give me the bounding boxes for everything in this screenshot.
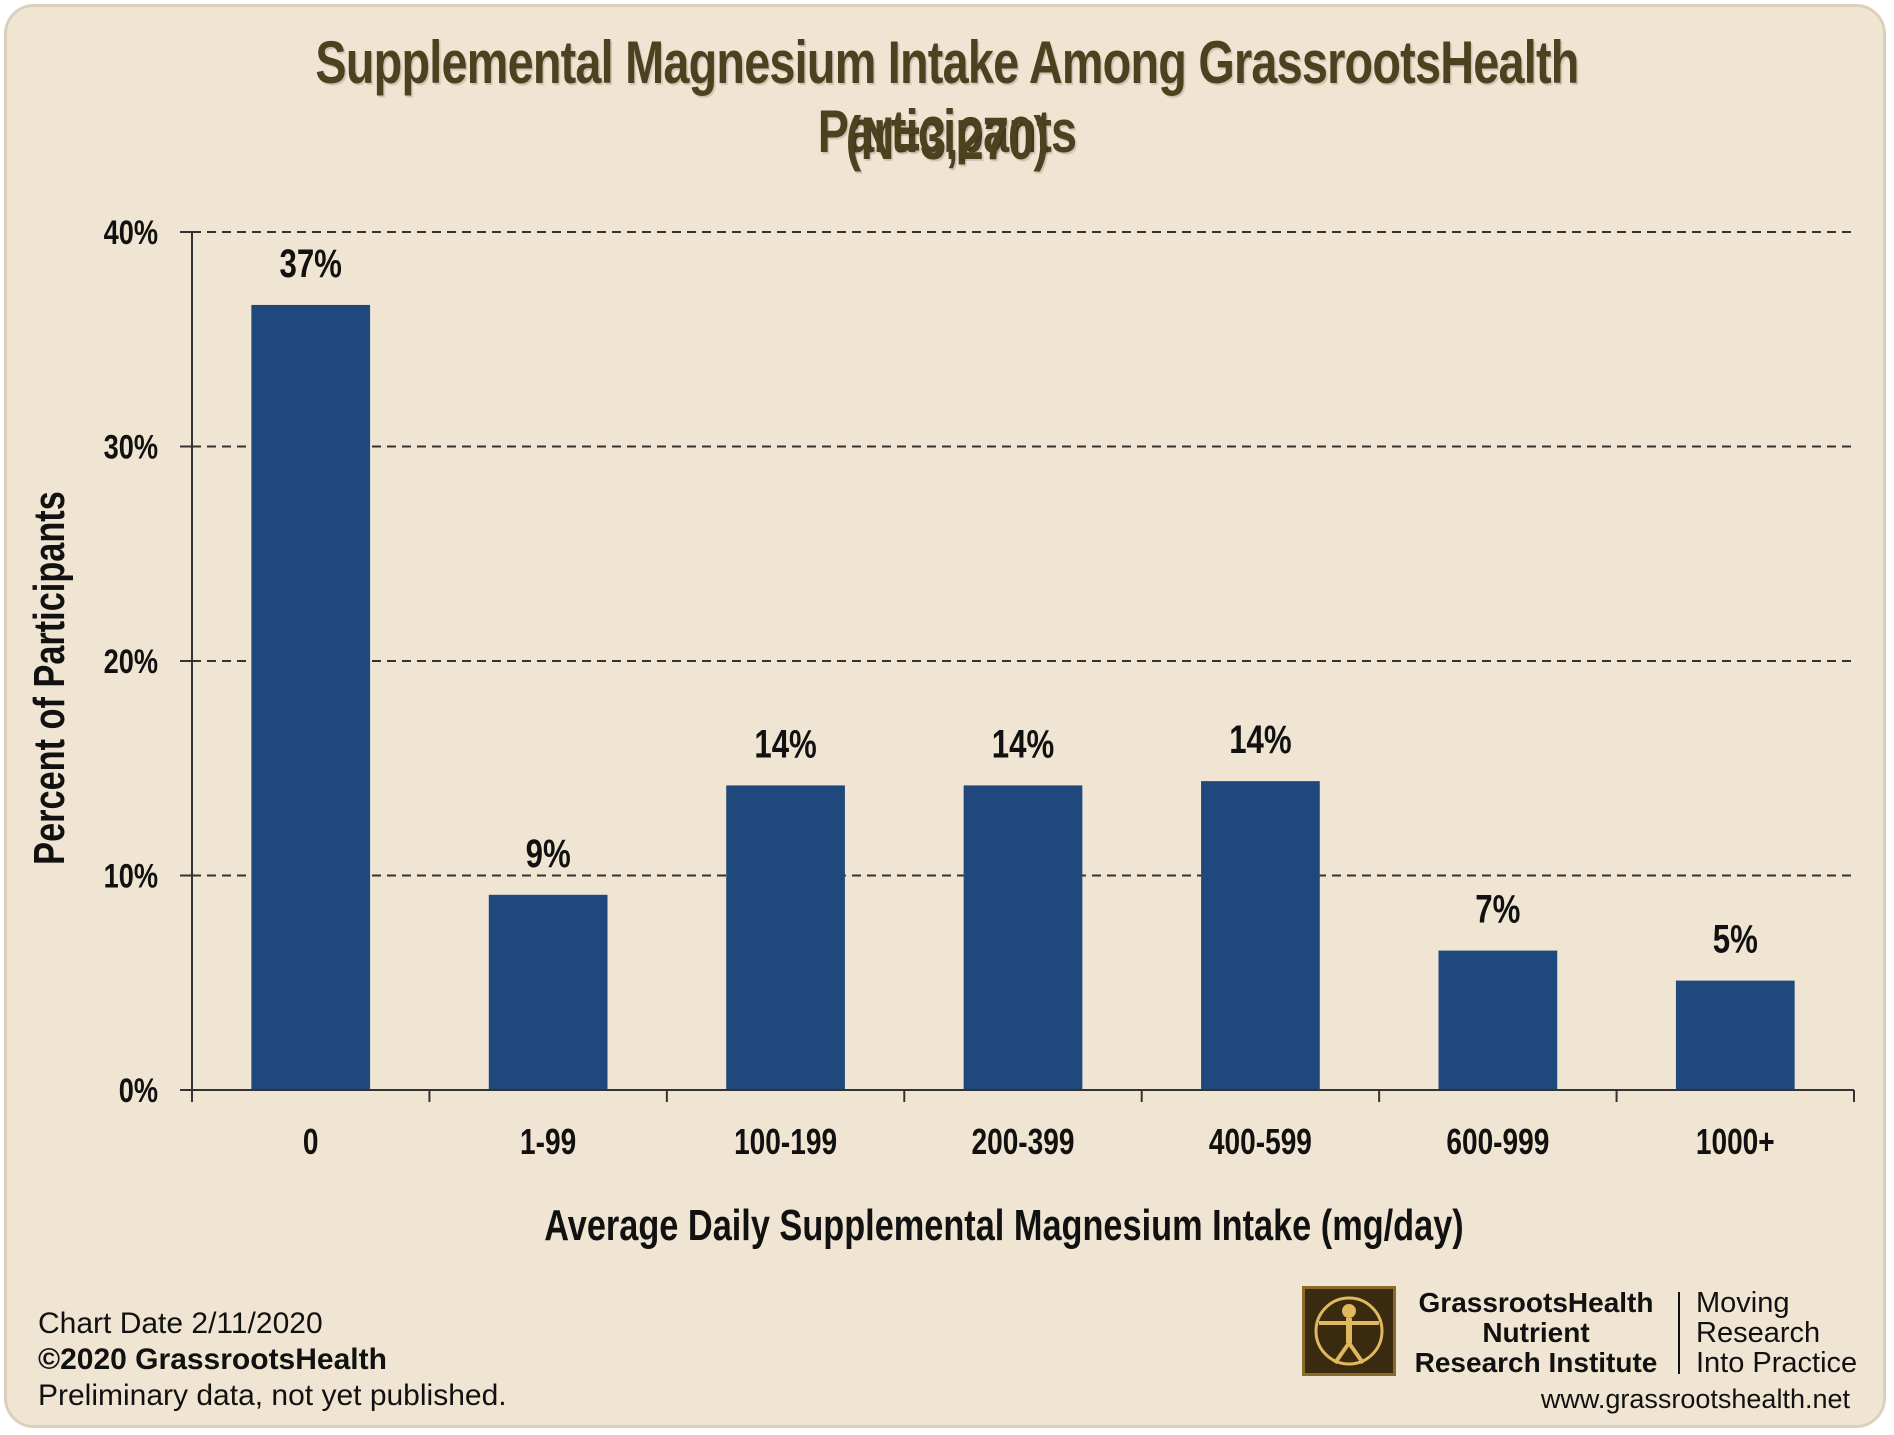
chart-title: Supplemental Magnesium Intake Among Gras… bbox=[315, 29, 1579, 165]
footer-notes: Chart Date 2/11/2020 ©2020 GrassrootsHea… bbox=[38, 1306, 507, 1414]
bar bbox=[726, 785, 845, 1090]
bar bbox=[1438, 950, 1558, 1090]
chart-subtitle: (N=3,270) bbox=[845, 105, 1049, 172]
y-tick-label: 0% bbox=[119, 1071, 158, 1110]
preliminary-note: Preliminary data, not yet published. bbox=[38, 1379, 507, 1412]
x-tick-label: 0 bbox=[303, 1122, 319, 1162]
bar bbox=[488, 894, 608, 1090]
data-label: 7% bbox=[1475, 887, 1520, 932]
tagline-line-3: Into Practice bbox=[1696, 1347, 1858, 1379]
copyright: ©2020 GrassrootsHealth bbox=[38, 1343, 387, 1376]
org-line-3: Research Institute bbox=[1414, 1347, 1658, 1378]
x-axis-title: Average Daily Supplemental Magnesium Int… bbox=[544, 1201, 1463, 1250]
bar bbox=[1675, 980, 1795, 1090]
y-axis-title: Percent of Participants bbox=[25, 491, 74, 865]
bar bbox=[251, 304, 371, 1090]
x-tick-label: 400-599 bbox=[1209, 1122, 1312, 1162]
data-label: 37% bbox=[279, 241, 341, 286]
org-line-2: Nutrient bbox=[1482, 1317, 1590, 1348]
chart-date: Chart Date 2/11/2020 bbox=[38, 1307, 323, 1340]
bar bbox=[963, 785, 1083, 1090]
y-tick-label: 20% bbox=[104, 642, 158, 681]
org-name: GrassrootsHealth Nutrient Research Insti… bbox=[1408, 1288, 1664, 1378]
data-label: 9% bbox=[526, 831, 571, 876]
x-tick-label: 200-399 bbox=[971, 1122, 1074, 1162]
x-tick-label: 1000+ bbox=[1696, 1122, 1775, 1162]
logo-divider bbox=[1678, 1292, 1680, 1374]
data-label: 5% bbox=[1713, 917, 1758, 962]
axes bbox=[180, 231, 1855, 1102]
vitruvian-man-icon bbox=[1302, 1286, 1396, 1376]
org-line-1: GrassrootsHealth bbox=[1418, 1287, 1654, 1318]
y-tick-label: 40% bbox=[104, 213, 158, 252]
tagline-line-2: Research bbox=[1696, 1317, 1821, 1349]
data-label: 14% bbox=[1229, 717, 1291, 762]
x-tick-label: 600-999 bbox=[1446, 1122, 1549, 1162]
tagline: Moving Research Into Practice bbox=[1696, 1288, 1857, 1378]
x-tick-label: 1-99 bbox=[520, 1122, 576, 1162]
tagline-line-1: Moving bbox=[1696, 1287, 1790, 1319]
x-tick-label: 100-199 bbox=[734, 1122, 837, 1162]
labels: 0% 10% 20% 30% 40% 37% 0 9% 1-99 14% 100-199 14% 200… bbox=[104, 213, 1775, 1162]
gridlines bbox=[192, 231, 1854, 877]
data-label: 14% bbox=[754, 722, 816, 767]
y-tick-label: 30% bbox=[104, 428, 158, 467]
data-label: 14% bbox=[992, 722, 1054, 767]
bars bbox=[251, 304, 1795, 1090]
bar bbox=[1201, 781, 1320, 1090]
website-link[interactable]: www.grassrootshealth.net bbox=[1540, 1384, 1850, 1414]
y-tick-label: 10% bbox=[104, 857, 158, 896]
